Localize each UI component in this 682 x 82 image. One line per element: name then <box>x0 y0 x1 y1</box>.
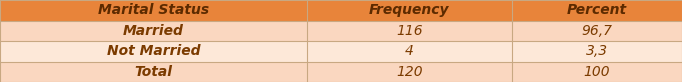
Bar <box>0 41 682 62</box>
Text: 116: 116 <box>396 24 423 38</box>
Text: 100: 100 <box>583 65 610 79</box>
Text: Married: Married <box>123 24 184 38</box>
Text: Total: Total <box>134 65 173 79</box>
Text: 3,3: 3,3 <box>586 44 608 58</box>
Text: Frequency: Frequency <box>369 3 449 17</box>
Text: Percent: Percent <box>567 3 627 17</box>
Text: Marital Status: Marital Status <box>98 3 209 17</box>
Text: 96,7: 96,7 <box>581 24 612 38</box>
Text: 4: 4 <box>404 44 414 58</box>
Text: Not Married: Not Married <box>106 44 201 58</box>
Bar <box>0 62 682 82</box>
Bar <box>0 20 682 41</box>
Bar <box>0 0 682 20</box>
Text: 120: 120 <box>396 65 423 79</box>
